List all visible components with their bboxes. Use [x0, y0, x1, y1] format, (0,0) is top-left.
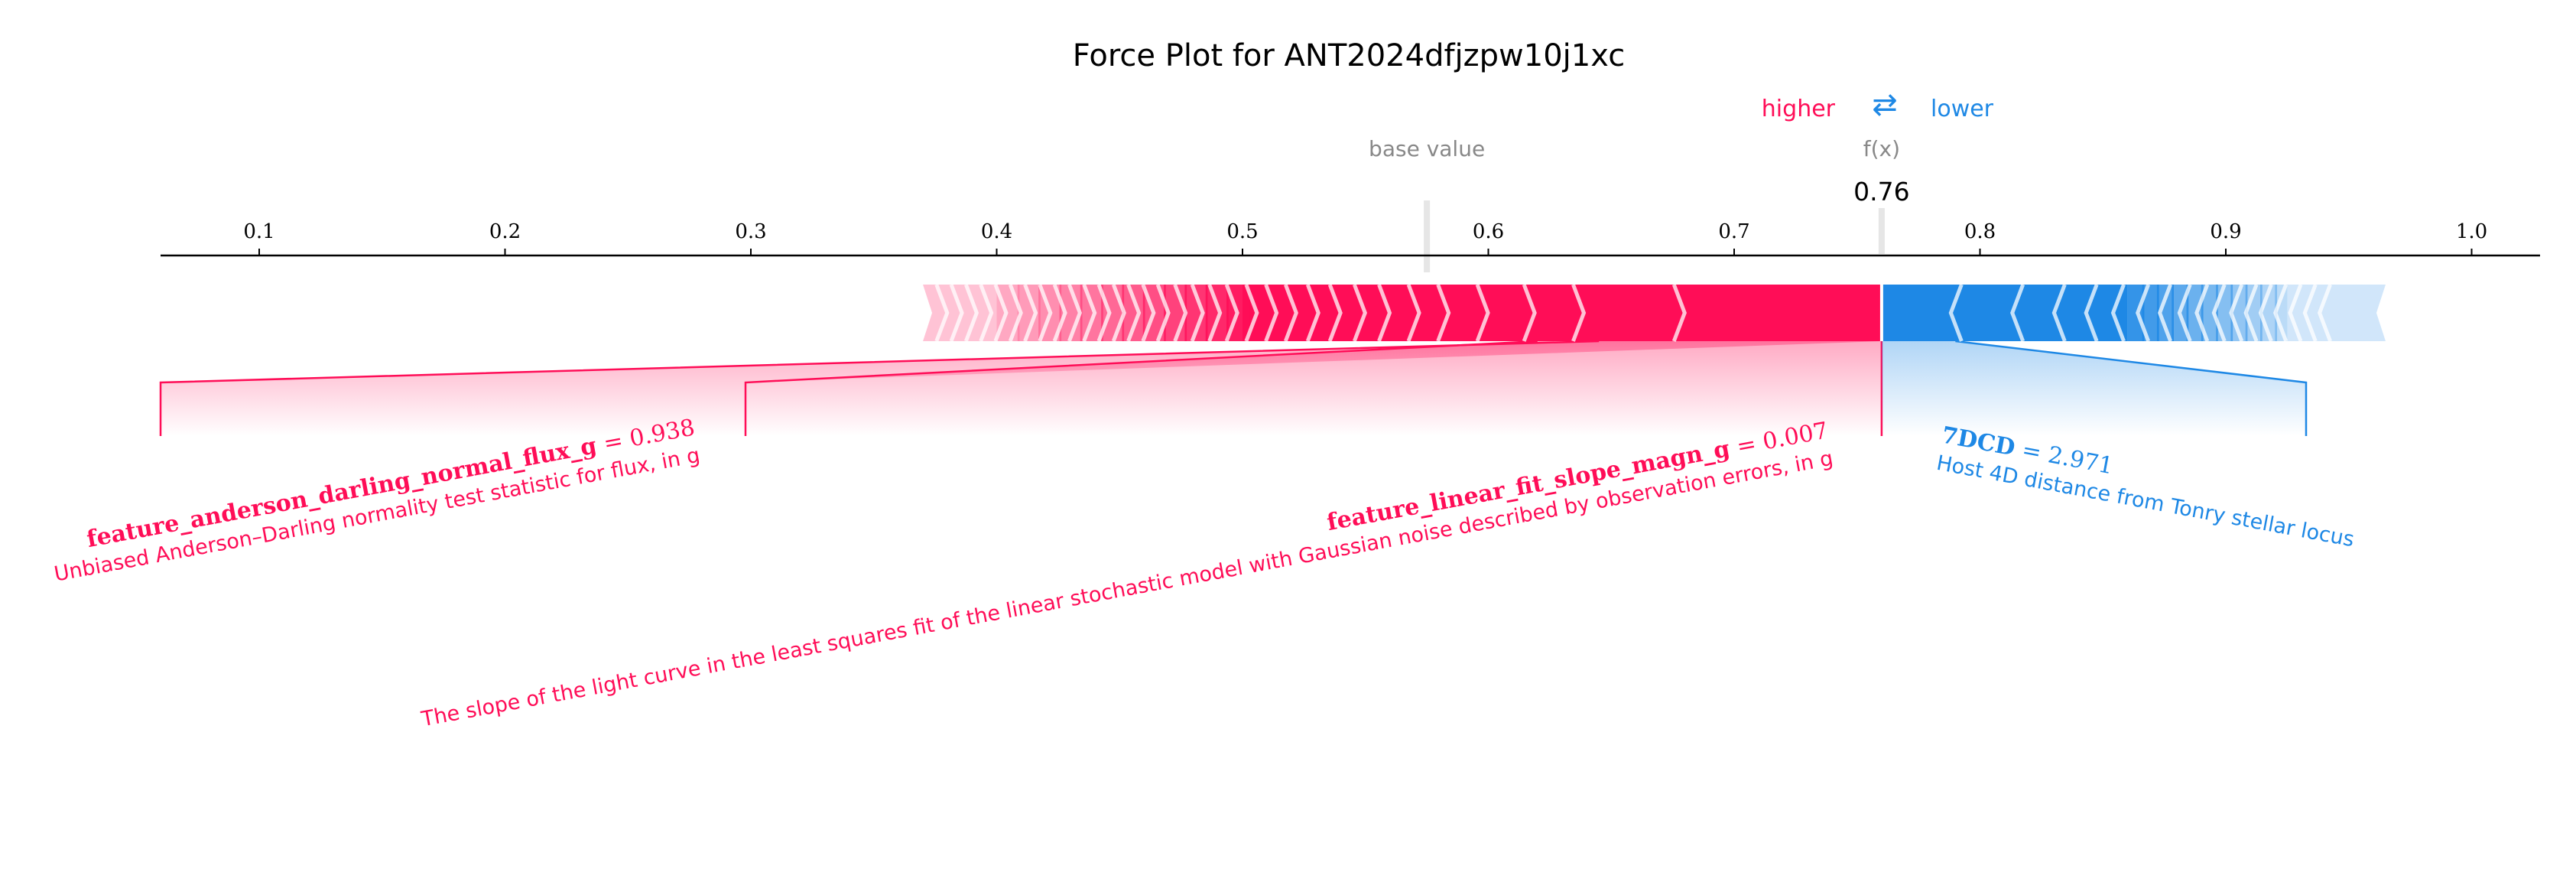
negative-bar-fade [2201, 285, 2218, 341]
force-chevron [2136, 284, 2151, 342]
force-chevron [1406, 284, 1421, 342]
force-chevron [2177, 284, 2192, 342]
force-chevron [2273, 284, 2289, 342]
negative-bar-fade [2142, 285, 2159, 341]
x-tick-label: 0.6 [1473, 220, 1504, 243]
negative-bar [1881, 285, 2128, 341]
force-chevron [1023, 284, 1038, 342]
force-chevron [1082, 284, 1097, 342]
output-value: 0.76 [1853, 177, 1909, 207]
force-chevron [1671, 284, 1687, 342]
feature-description: Host 4D distance from Tonry stellar locu… [1934, 451, 2356, 552]
force-chevron [2302, 284, 2318, 342]
force-chevron [2211, 284, 2227, 342]
legend-higher: higher [1762, 96, 1836, 122]
x-tick-label: 0.1 [243, 220, 274, 243]
force-chevron [1173, 284, 1188, 342]
force-chevron [1008, 284, 1023, 342]
x-tick-label: 0.3 [735, 220, 766, 243]
force-chevron [1052, 284, 1067, 342]
force-chevron [1111, 284, 1126, 342]
force-chevron [2317, 284, 2332, 342]
force-chevron [2110, 284, 2126, 342]
x-tick-label: 0.9 [2210, 220, 2241, 243]
negative-bar-tail [2287, 285, 2386, 341]
feature-description: The slope of the light curve in the leas… [419, 447, 1835, 732]
force-chevron [1352, 284, 1367, 342]
force-chevron [1067, 284, 1083, 342]
x-tick-label: 0.2 [489, 220, 521, 243]
feature-label-anderson: feature_anderson_darling_normal_flux_g = … [52, 414, 702, 586]
negative-bar-fade [2156, 285, 2174, 341]
force-chevron [2010, 284, 2025, 342]
force-chevron [1283, 284, 1298, 342]
chart-title: Force Plot for ANT2024dfjzpw10j1xc [1073, 38, 1625, 73]
force-chevron [2258, 284, 2273, 342]
force-chevron [2157, 284, 2172, 342]
x-tick-label: 0.8 [1964, 220, 1996, 243]
force-chevron [1948, 284, 1964, 342]
force-chevron [1096, 284, 1112, 342]
connector-line [1955, 340, 2308, 436]
connectors [159, 340, 2308, 436]
force-bars [923, 284, 2386, 342]
force-chevron [2084, 284, 2099, 342]
force-chevron [1571, 284, 1587, 342]
positive-bar-fade [1080, 285, 1103, 341]
force-chevron [1141, 284, 1156, 342]
force-chevron [1224, 284, 1239, 342]
force-chevron [2229, 284, 2244, 342]
x-tick-label: 0.7 [1718, 220, 1749, 243]
force-chevron [993, 284, 1009, 342]
force-chevron [1244, 284, 1259, 342]
x-tick-label: 0.4 [981, 220, 1012, 243]
force-chevron [1264, 284, 1279, 342]
force-chevron [949, 284, 964, 342]
force-chevron [934, 284, 950, 342]
force-chevron [1038, 284, 1053, 342]
force-chevron [964, 284, 979, 342]
force-chevron [1155, 284, 1171, 342]
force-chevron [1475, 284, 1490, 342]
force-chevron [2051, 284, 2067, 342]
force-chevron [1190, 284, 1205, 342]
positive-bar [1243, 285, 1882, 341]
base-value-label: base value [1369, 136, 1485, 161]
legend-lower: lower [1931, 96, 1994, 122]
positive-bar-fade [1205, 285, 1229, 341]
connector-7dcd [1881, 341, 2306, 436]
force-chevron [1522, 284, 1537, 342]
force-chevron [1126, 284, 1142, 342]
x-tick-label: 0.5 [1226, 220, 1258, 243]
force-chevron [979, 284, 994, 342]
force-chevron [1207, 284, 1223, 342]
legend-arrows-icon: ⇄ [1872, 87, 1898, 122]
x-ticks: 0.1 0.2 0.3 0.4 0.5 0.6 0.7 0.8 0.9 1.0 [243, 220, 2487, 255]
force-chevron [2288, 284, 2303, 342]
force-chevron [2243, 284, 2259, 342]
positive-bar-fade [1101, 285, 1125, 341]
connector-line [159, 340, 1600, 436]
connector-anderson [161, 341, 1882, 436]
x-tick-label: 1.0 [2456, 220, 2487, 243]
force-chevron [1377, 284, 1392, 342]
output-label: f(x) [1863, 136, 1900, 161]
force-chevron [2194, 284, 2210, 342]
force-chevron [1436, 284, 1451, 342]
feature-label-7dcd: 7DCD = 2.971 Host 4D distance from Tonry … [1934, 421, 2356, 552]
force-chevron [1327, 284, 1343, 342]
connector-linear-fit [746, 341, 1882, 436]
force-chevron [1305, 284, 1320, 342]
